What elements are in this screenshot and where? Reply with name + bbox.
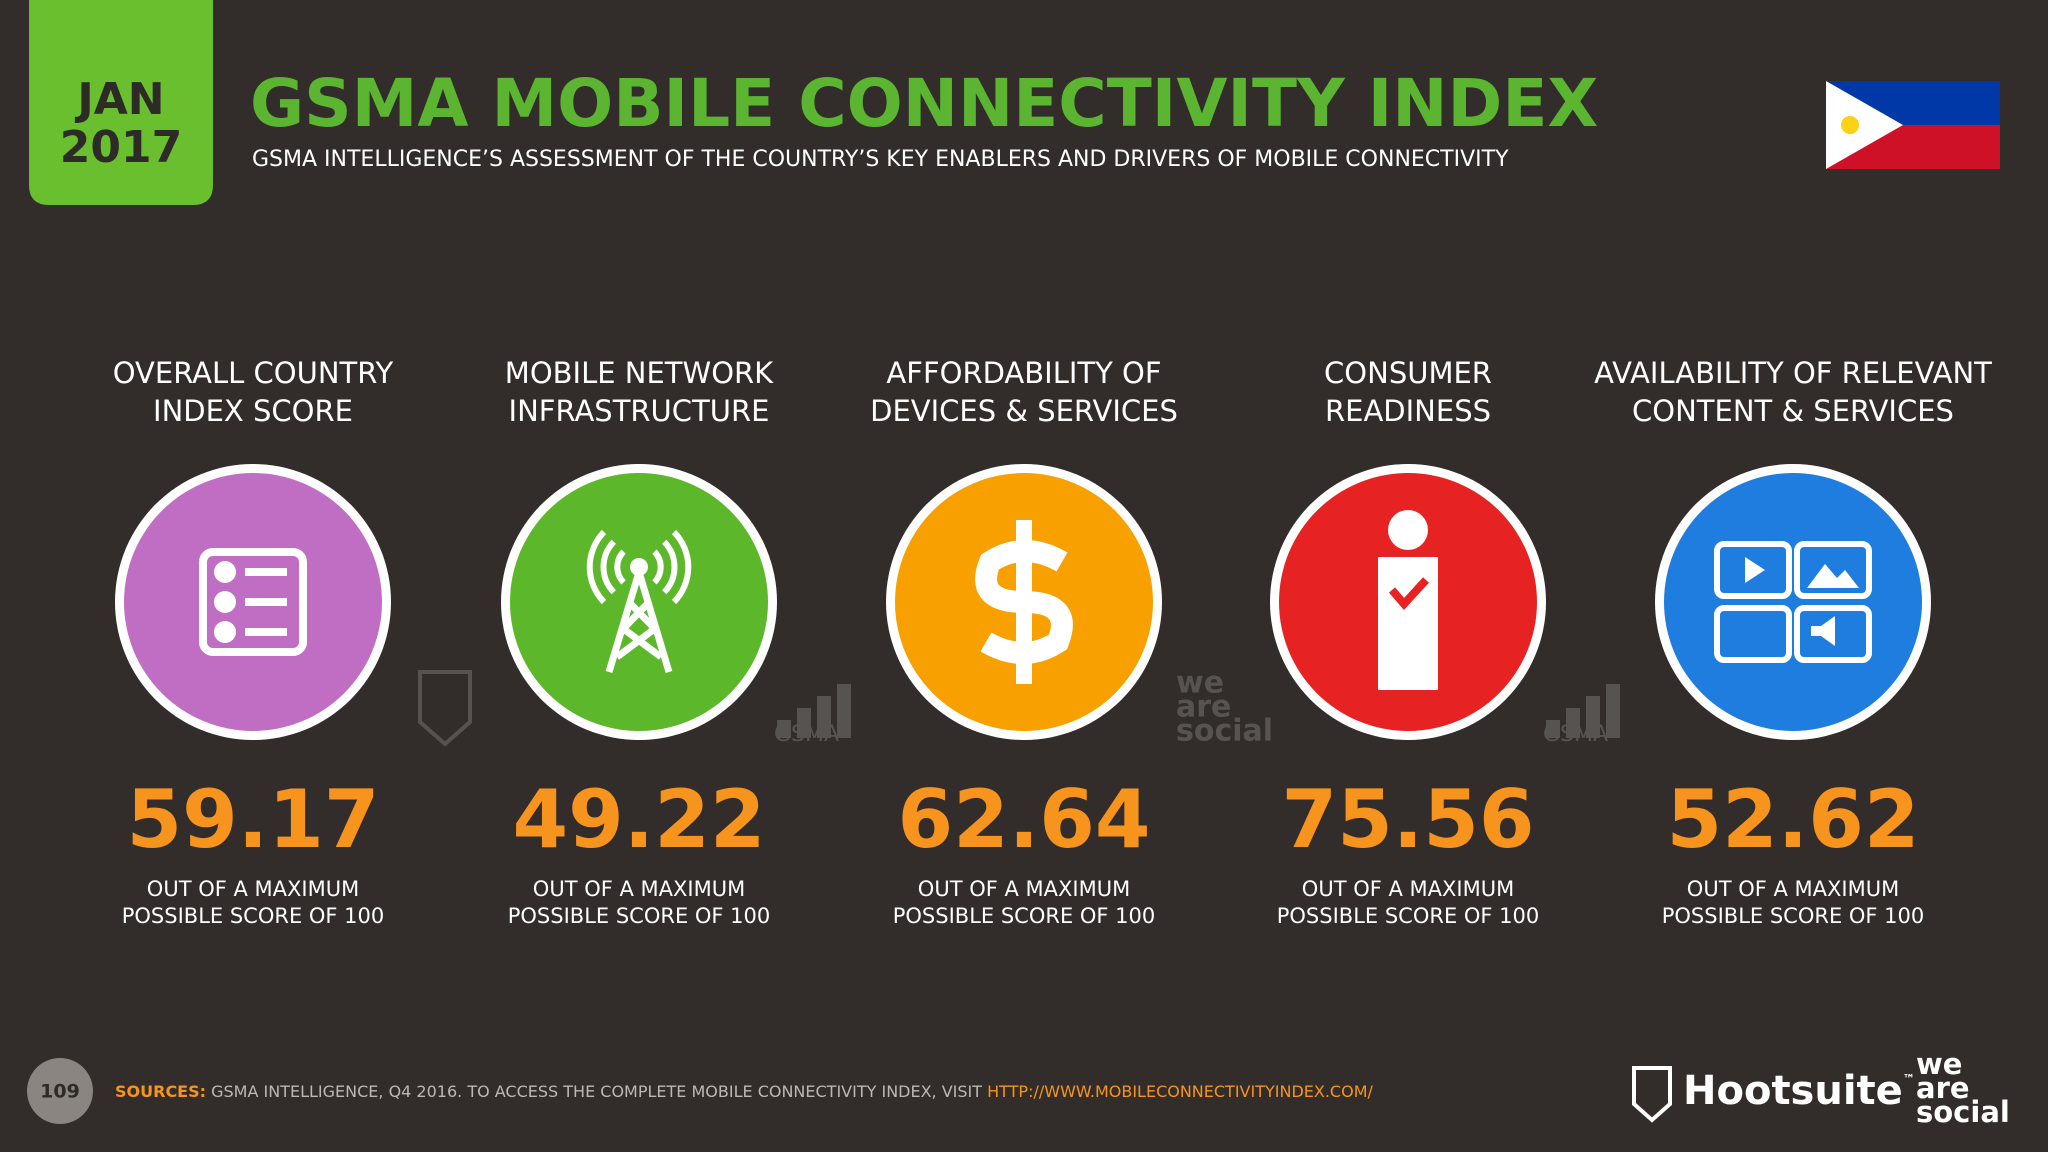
icon-media-tile (1794, 541, 1872, 599)
watermark-was: social (1176, 714, 1273, 749)
footer: 109 SOURCES: GSMA INTELLIGENCE, Q4 2016.… (27, 1047, 2010, 1129)
icon-person-head (1388, 510, 1428, 550)
column-label: CONTENT & SERVICES (1632, 394, 1954, 428)
flag-triangle (1826, 81, 1903, 169)
column-label: DEVICES & SERVICES (870, 394, 1178, 428)
icon-list-dot (214, 591, 236, 613)
column-label: INFRASTRUCTURE (509, 394, 770, 428)
score: 52.62 (1666, 773, 1919, 866)
column-label: INDEX SCORE (153, 394, 353, 428)
watermark-bars (1586, 696, 1600, 738)
icon-speaker (1811, 616, 1835, 646)
columns: OVERALL COUNTRY INDEX SCORE 59.17 OUT OF A … (113, 356, 1992, 928)
date-box (29, 0, 213, 205)
score-note: POSSIBLE SCORE OF 100 (122, 904, 385, 928)
subtitle: GSMA INTELLIGENCE’S ASSESSMENT OF THE CO… (252, 147, 1509, 172)
score-note: OUT OF A MAXIMUM (1687, 877, 1899, 901)
icon-waves (586, 529, 692, 605)
column-label: AVAILABILITY OF RELEVANT (1594, 356, 1992, 390)
score-note: OUT OF A MAXIMUM (147, 877, 359, 901)
watermark-bars (1606, 684, 1620, 738)
icon-list-line (245, 568, 287, 576)
icon-circle (510, 473, 768, 731)
score-note: POSSIBLE SCORE OF 100 (893, 904, 1156, 928)
score-note: OUT OF A MAXIMUM (918, 877, 1130, 901)
sources-text: GSMA INTELLIGENCE, Q4 2016. TO ACCESS TH… (211, 1082, 987, 1101)
column-label: AFFORDABILITY OF (886, 356, 1161, 390)
column-label: CONSUMER (1324, 356, 1492, 390)
watermark-bars (777, 720, 791, 738)
page-badge (27, 1058, 93, 1124)
column-label: MOBILE NETWORK (505, 356, 774, 390)
icon-tower (605, 570, 673, 674)
icon-list-frame (199, 548, 307, 656)
icon-list-line (245, 628, 287, 636)
icon-tower-top (630, 558, 648, 576)
score-note: OUT OF A MAXIMUM (1302, 877, 1514, 901)
icon-play (1745, 557, 1765, 583)
icon-media-tile (1714, 541, 1792, 599)
column-label: OVERALL COUNTRY (113, 356, 394, 390)
icon-media-tile (1794, 605, 1872, 663)
icon-list-dot (214, 561, 236, 583)
score: 75.56 (1281, 773, 1534, 866)
icon-media-tile (1714, 605, 1792, 663)
watermark-bars (817, 696, 831, 738)
column: OVERALL COUNTRY INDEX SCORE 59.17 OUT OF A … (113, 356, 394, 928)
icon-dollar-bar (1016, 520, 1032, 684)
score-note: POSSIBLE SCORE OF 100 (508, 904, 771, 928)
column: MOBILE NETWORK INFRASTRUCTURE 49.22 OUT OF … (501, 356, 777, 928)
icon-image (1807, 564, 1859, 588)
was-logo-1: we (1916, 1047, 1962, 1081)
sources-label: SOURCES: (115, 1082, 206, 1101)
hootsuite-owl (1632, 1066, 1672, 1123)
watermark-bars (1566, 708, 1580, 738)
icon-circle (1664, 473, 1922, 731)
column: AFFORDABILITY OF DEVICES & SERVICES 62.64 O… (870, 356, 1178, 928)
title: GSMA MOBILE CONNECTIVITY INDEX (250, 65, 1598, 142)
icon-waves (614, 549, 664, 585)
hootsuite-tm: ™ (1903, 1072, 1915, 1086)
watermark-gsma: GSMA (1543, 722, 1608, 747)
page-number: 109 (40, 1081, 80, 1103)
watermark-gsma: GSMA (774, 722, 839, 747)
sources: SOURCES: GSMA INTELLIGENCE, Q4 2016. TO … (115, 1082, 1373, 1101)
icon-waves (600, 539, 678, 595)
watermark-was: we (1176, 666, 1224, 701)
watermark-bars (797, 708, 811, 738)
watermark-bars (1546, 720, 1560, 738)
score-note: POSSIBLE SCORE OF 100 (1662, 904, 1925, 928)
score: 62.64 (897, 773, 1150, 866)
flag (1826, 81, 2000, 169)
score-note: POSSIBLE SCORE OF 100 (1277, 904, 1540, 928)
watermark-bars (837, 684, 851, 738)
date-month: JAN (74, 74, 164, 125)
icon-list-line (245, 598, 287, 606)
hootsuite-name: Hootsuite (1683, 1068, 1903, 1114)
watermark-owl (418, 670, 472, 747)
score: 59.17 (126, 773, 379, 866)
column: CONSUMER READINESS 75.56 OUT OF A MAXIMUM PO… (1270, 356, 1546, 928)
date-year: 2017 (60, 122, 182, 173)
was-logo-3: social (1916, 1095, 2010, 1129)
was-logo-2: are (1916, 1071, 1970, 1105)
column-label: READINESS (1325, 394, 1491, 428)
icon-person-body (1378, 557, 1438, 690)
score-note: OUT OF A MAXIMUM (533, 877, 745, 901)
icon-check (1388, 577, 1429, 611)
column: AVAILABILITY OF RELEVANT CONTENT & SERVIC… (1594, 356, 1992, 928)
sources-url[interactable]: HTTP://WWW.MOBILECONNECTIVITYINDEX.COM/ (987, 1082, 1373, 1101)
icon-list-dot (214, 621, 236, 643)
watermark-was: are (1176, 690, 1231, 725)
score: 49.22 (512, 773, 765, 866)
flag-sun (1841, 116, 1859, 134)
hootsuite-logo: Hootsuite™ (1683, 1068, 1915, 1114)
